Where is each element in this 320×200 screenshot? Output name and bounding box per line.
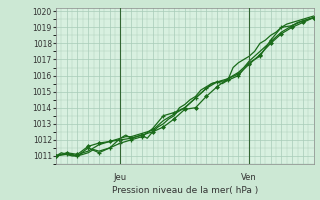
Text: Jeu: Jeu — [114, 173, 127, 182]
Text: Pression niveau de la mer( hPa ): Pression niveau de la mer( hPa ) — [112, 186, 258, 195]
Text: Ven: Ven — [241, 173, 257, 182]
